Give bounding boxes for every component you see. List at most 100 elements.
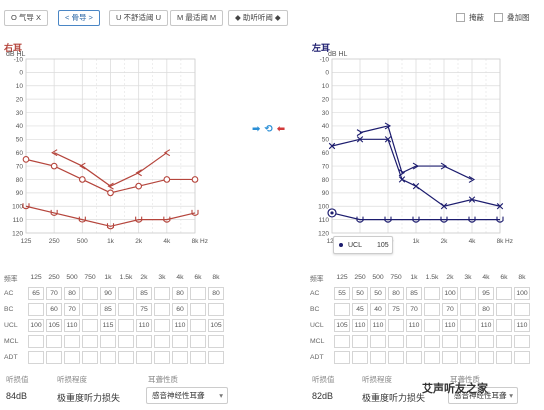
threshold-input[interactable] [172,335,188,348]
mask-checkbox[interactable]: 掩蔽 [456,12,484,23]
threshold-input[interactable]: 110 [64,319,80,332]
threshold-input[interactable]: 80 [478,303,494,316]
threshold-input[interactable]: 60 [172,303,188,316]
threshold-input[interactable] [82,335,98,348]
right-nature-select[interactable]: 感音神经性耳聋 [146,387,228,404]
threshold-input[interactable]: 115 [100,319,116,332]
threshold-input[interactable] [100,335,116,348]
copy-to-right-icon[interactable]: ⬅ [276,124,286,135]
threshold-input[interactable]: 110 [136,319,152,332]
threshold-input[interactable] [334,335,350,348]
threshold-input[interactable] [460,287,476,300]
threshold-input[interactable] [208,351,224,364]
threshold-input[interactable] [460,351,476,364]
threshold-input[interactable] [172,351,188,364]
threshold-input[interactable] [208,335,224,348]
threshold-input[interactable] [154,335,170,348]
threshold-input[interactable] [388,335,404,348]
threshold-input[interactable] [514,303,530,316]
legend-bc-button[interactable]: < 骨导 > [58,10,100,26]
threshold-input[interactable] [406,351,422,364]
threshold-input[interactable] [388,319,404,332]
threshold-input[interactable] [442,335,458,348]
threshold-input[interactable] [496,335,512,348]
threshold-input[interactable]: 105 [334,319,350,332]
threshold-input[interactable]: 75 [136,303,152,316]
threshold-input[interactable] [496,351,512,364]
threshold-input[interactable] [406,335,422,348]
threshold-input[interactable]: 105 [46,319,62,332]
threshold-input[interactable]: 80 [172,287,188,300]
threshold-input[interactable] [154,303,170,316]
threshold-input[interactable]: 70 [46,287,62,300]
threshold-input[interactable] [82,351,98,364]
threshold-input[interactable] [460,303,476,316]
threshold-input[interactable] [370,351,386,364]
swap-icon[interactable]: ⟲ [264,124,273,135]
threshold-input[interactable] [208,303,224,316]
threshold-input[interactable]: 110 [442,319,458,332]
threshold-input[interactable] [190,351,206,364]
threshold-input[interactable]: 90 [100,287,116,300]
threshold-input[interactable]: 85 [136,287,152,300]
threshold-input[interactable] [118,319,134,332]
threshold-input[interactable] [370,335,386,348]
threshold-input[interactable] [118,303,134,316]
copy-to-left-icon[interactable]: ➡ [252,124,261,135]
threshold-input[interactable]: 110 [514,319,530,332]
threshold-input[interactable]: 100 [28,319,44,332]
threshold-input[interactable]: 110 [352,319,368,332]
threshold-input[interactable] [424,335,440,348]
threshold-input[interactable] [118,335,134,348]
threshold-input[interactable] [424,351,440,364]
threshold-input[interactable]: 60 [46,303,62,316]
threshold-input[interactable]: 95 [478,287,494,300]
threshold-input[interactable]: 80 [64,287,80,300]
threshold-input[interactable] [154,351,170,364]
threshold-input[interactable] [460,319,476,332]
legend-ac-button[interactable]: O 气导 X [4,10,49,26]
threshold-input[interactable] [334,303,350,316]
threshold-input[interactable] [190,319,206,332]
threshold-input[interactable]: 105 [208,319,224,332]
legend-mcl-button[interactable]: M 最适阈 M [170,10,224,26]
threshold-input[interactable] [28,303,44,316]
threshold-input[interactable] [154,319,170,332]
threshold-input[interactable]: 80 [388,287,404,300]
threshold-input[interactable] [154,287,170,300]
threshold-input[interactable] [460,335,476,348]
threshold-input[interactable]: 110 [406,319,422,332]
threshold-input[interactable]: 110 [370,319,386,332]
threshold-input[interactable] [352,335,368,348]
threshold-input[interactable] [100,351,116,364]
threshold-input[interactable] [118,287,134,300]
threshold-input[interactable] [424,303,440,316]
threshold-input[interactable]: 55 [334,287,350,300]
threshold-input[interactable] [136,351,152,364]
threshold-input[interactable] [514,351,530,364]
threshold-input[interactable] [46,351,62,364]
threshold-input[interactable] [64,335,80,348]
threshold-input[interactable] [334,351,350,364]
checkbox-box[interactable] [494,13,503,22]
threshold-input[interactable] [424,319,440,332]
threshold-input[interactable] [496,319,512,332]
threshold-input[interactable] [352,351,368,364]
threshold-input[interactable]: 110 [172,319,188,332]
legend-ucl-button[interactable]: U 不舒适阈 U [109,10,168,26]
threshold-input[interactable]: 100 [514,287,530,300]
threshold-input[interactable] [514,335,530,348]
threshold-input[interactable]: 75 [388,303,404,316]
threshold-input[interactable] [28,351,44,364]
threshold-input[interactable] [190,335,206,348]
legend-aided-button[interactable]: ◆ 助听听阈 ◆ [228,10,288,26]
threshold-input[interactable] [118,351,134,364]
threshold-input[interactable] [46,335,62,348]
threshold-input[interactable]: 70 [406,303,422,316]
threshold-input[interactable] [82,287,98,300]
left-nature-select[interactable]: 感音神经性耳聋 [448,387,518,404]
threshold-input[interactable] [190,303,206,316]
threshold-input[interactable]: 85 [100,303,116,316]
threshold-input[interactable]: 100 [442,287,458,300]
threshold-input[interactable] [496,287,512,300]
